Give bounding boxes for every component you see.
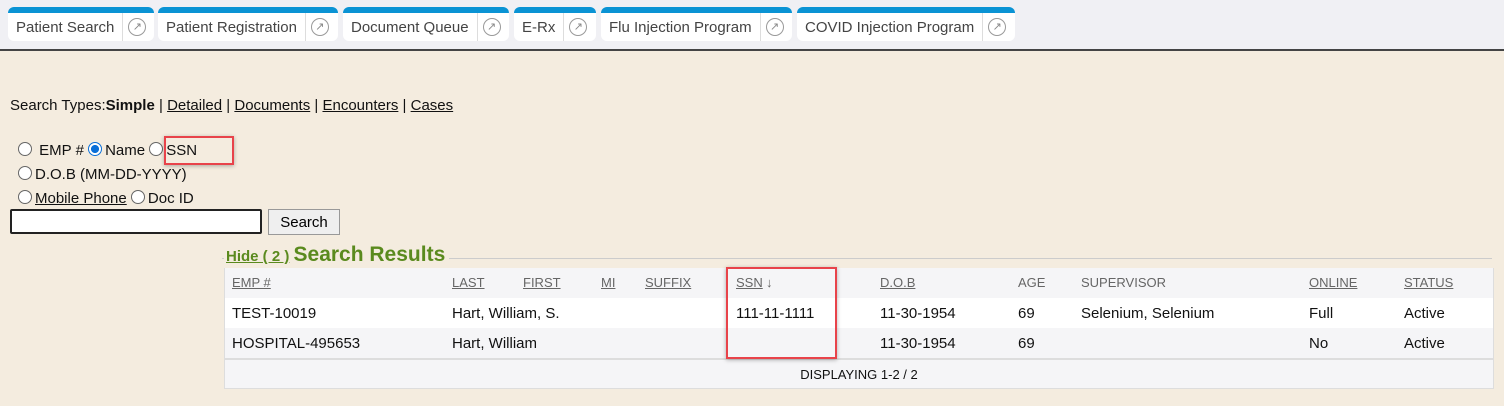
open-external-icon[interactable]: ↗ — [983, 18, 1011, 36]
search-type-simple: Simple — [105, 97, 155, 114]
results-table: EMP # LAST FIRST MI SUFFIX SSN ↓ D.O.B A… — [224, 268, 1494, 389]
cell-emp: TEST-10019 — [232, 305, 317, 322]
col-emp[interactable]: EMP # — [232, 275, 271, 290]
col-dob[interactable]: D.O.B — [880, 275, 916, 290]
ssn-option-highlight — [164, 136, 234, 165]
tab-label: E-Rx — [514, 13, 565, 41]
name-radio[interactable] — [88, 142, 103, 156]
sort-desc-icon: ↓ — [766, 275, 773, 290]
cell-age: 69 — [1018, 305, 1035, 322]
open-external-icon[interactable]: ↗ — [761, 18, 789, 36]
tab-covid-injection[interactable]: COVID Injection Program ↗ — [797, 7, 1015, 41]
results-title: Search Results — [293, 243, 446, 266]
mobile-radio[interactable] — [18, 190, 32, 204]
table-row[interactable]: TEST-10019 Hart, William, S. 111-11-1111… — [225, 298, 1493, 328]
col-first[interactable]: FIRST — [523, 275, 561, 290]
docid-label: Doc ID — [147, 190, 194, 207]
dob-label: D.O.B (MM-DD-YYYY) — [35, 166, 187, 183]
cell-dob: 11-30-1954 — [880, 335, 956, 352]
emp-label: EMP # — [39, 142, 84, 159]
tab-label: COVID Injection Program — [797, 13, 984, 41]
ssn-column-highlight — [726, 267, 837, 359]
col-age: AGE — [1018, 275, 1046, 290]
tab-label: Patient Registration — [158, 13, 306, 41]
separator: | — [402, 97, 407, 114]
tab-erx[interactable]: E-Rx ↗ — [514, 7, 596, 41]
search-types-label: Search Types: — [10, 97, 106, 114]
tab-patient-registration[interactable]: Patient Registration ↗ — [158, 7, 338, 41]
search-type-documents[interactable]: Documents — [234, 97, 311, 114]
tab-patient-search[interactable]: Patient Search ↗ — [8, 7, 154, 41]
tab-document-queue[interactable]: Document Queue ↗ — [343, 7, 509, 41]
tab-bar: Patient Search ↗ Patient Registration ↗ Do… — [0, 0, 1504, 51]
search-type-encounters[interactable]: Encounters — [322, 97, 399, 114]
col-ssn[interactable]: SSN — [736, 275, 763, 290]
cell-supervisor: Selenium, Selenium — [1081, 305, 1215, 322]
search-option-row1: EMP # Name SSN — [18, 142, 197, 159]
pagination-info: DISPLAYING 1-2 / 2 — [800, 367, 918, 382]
col-online[interactable]: ONLINE — [1309, 275, 1358, 290]
cell-online: Full — [1309, 305, 1334, 322]
dob-radio[interactable] — [18, 166, 32, 180]
search-types: Search Types:Simple | Detailed | Documen… — [10, 97, 453, 114]
search-option-row3: Mobile Phone Doc ID — [18, 190, 194, 207]
hide-results-link[interactable]: Hide ( 2 ) — [226, 248, 290, 265]
table-header: EMP # LAST FIRST MI SUFFIX SSN ↓ D.O.B A… — [225, 268, 1493, 300]
name-label: Name — [105, 142, 146, 159]
separator: | — [314, 97, 319, 114]
ssn-label: SSN — [166, 142, 198, 159]
search-type-detailed[interactable]: Detailed — [167, 97, 223, 114]
tab-label: Patient Search — [8, 13, 124, 41]
cell-name: Hart, William — [452, 335, 537, 352]
separator: | — [158, 97, 163, 114]
col-supervisor: SUPERVISOR — [1081, 275, 1167, 290]
emp-radio[interactable] — [18, 142, 32, 156]
search-option-row2: D.O.B (MM-DD-YYYY) — [18, 166, 187, 183]
open-external-icon[interactable]: ↗ — [306, 18, 334, 36]
tab-label: Document Queue — [343, 13, 478, 41]
cell-age: 69 — [1018, 335, 1035, 352]
cell-name: Hart, William, S. — [452, 305, 560, 322]
tab-label: Flu Injection Program — [601, 13, 761, 41]
table-row[interactable]: HOSPITAL-495653 Hart, William 11-30-1954… — [225, 328, 1493, 360]
search-input[interactable] — [10, 209, 262, 234]
results-legend: Hide ( 2 ) Search Results — [224, 243, 450, 267]
search-type-cases[interactable]: Cases — [410, 97, 454, 114]
mobile-phone-link[interactable]: Mobile Phone — [35, 190, 127, 207]
cell-dob: 11-30-1954 — [880, 305, 956, 322]
col-status[interactable]: STATUS — [1404, 275, 1454, 290]
cell-emp: HOSPITAL-495653 — [232, 335, 361, 352]
ssn-radio[interactable] — [149, 142, 164, 156]
open-external-icon[interactable]: ↗ — [564, 18, 592, 36]
separator: | — [226, 97, 231, 114]
cell-online: No — [1309, 335, 1329, 352]
open-external-icon[interactable]: ↗ — [478, 18, 506, 36]
results-fieldset-border — [222, 258, 1492, 259]
cell-status: Active — [1404, 335, 1445, 352]
open-external-icon[interactable]: ↗ — [123, 18, 151, 36]
docid-radio[interactable] — [130, 190, 145, 204]
search-button[interactable]: Search — [268, 209, 340, 235]
tab-flu-injection[interactable]: Flu Injection Program ↗ — [601, 7, 792, 41]
col-suffix[interactable]: SUFFIX — [645, 275, 692, 290]
col-mi[interactable]: MI — [601, 275, 616, 290]
cell-status: Active — [1404, 305, 1445, 322]
cell-ssn: 111-11-1111 — [736, 305, 815, 322]
col-last[interactable]: LAST — [452, 275, 485, 290]
